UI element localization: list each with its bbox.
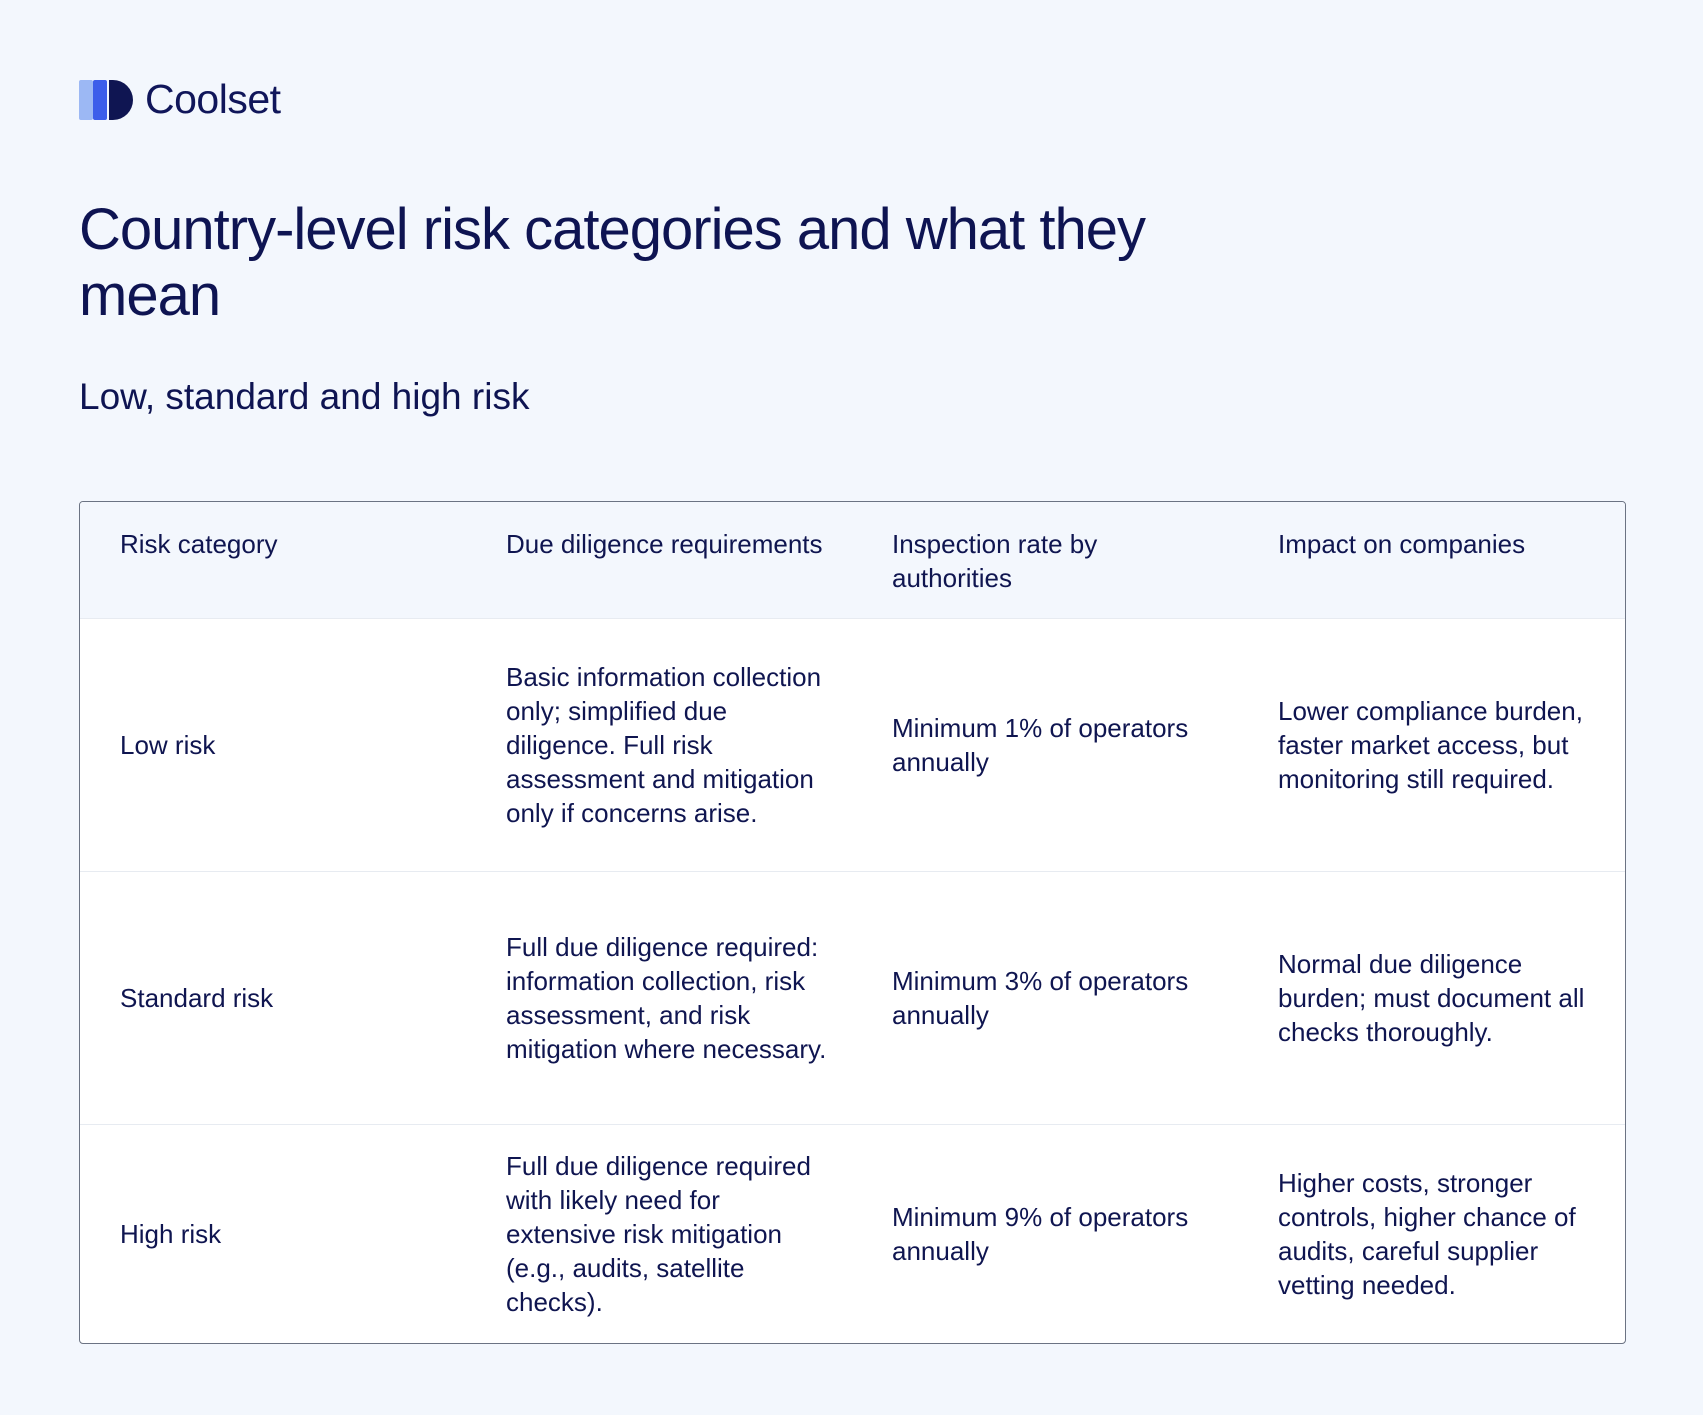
risk-category-table: Risk category Due diligence requirements…	[79, 501, 1626, 1344]
header-due-diligence: Due diligence requirements	[506, 529, 823, 559]
cell-inspection-rate: Minimum 3% of operators annually	[892, 966, 1189, 1030]
cell-impact: Normal due diligence burden; must docume…	[1278, 949, 1585, 1047]
logo-half-disc	[109, 79, 133, 120]
page-subtitle: Low, standard and high risk	[79, 376, 530, 417]
table-header-row: Risk category Due diligence requirements…	[80, 502, 1625, 618]
header-impact: Impact on companies	[1278, 529, 1526, 559]
brand-name: Coolset	[145, 76, 281, 122]
cell-due-diligence: Basic information collection only; simpl…	[506, 662, 822, 828]
cell-risk-category: High risk	[120, 1219, 222, 1249]
cell-due-diligence: Full due diligence required: information…	[506, 932, 827, 1064]
cell-impact: Higher costs, stronger controls, higher …	[1278, 1168, 1576, 1300]
coolset-logo-icon	[79, 79, 133, 120]
logo-bar-light	[79, 79, 93, 120]
header-risk-category: Risk category	[120, 529, 278, 559]
header-inspection-rate: Inspection rate by authorities	[892, 529, 1098, 593]
cell-inspection-rate: Minimum 1% of operators annually	[892, 713, 1189, 777]
table-row: Low risk Basic information collection on…	[80, 618, 1625, 871]
page-title: Country-level risk categories and what t…	[79, 197, 1146, 328]
brand-logo: Coolset	[79, 76, 281, 123]
table-row: Standard risk Full due diligence require…	[80, 871, 1625, 1124]
table-row: High risk Full due diligence required wi…	[80, 1124, 1625, 1343]
cell-risk-category: Standard risk	[120, 983, 274, 1013]
logo-bar-mid	[93, 79, 107, 120]
cell-risk-category: Low risk	[120, 730, 216, 760]
cell-inspection-rate: Minimum 9% of operators annually	[892, 1202, 1189, 1266]
cell-due-diligence: Full due diligence required with likely …	[506, 1151, 811, 1317]
cell-impact: Lower compliance burden, faster market a…	[1278, 696, 1583, 794]
